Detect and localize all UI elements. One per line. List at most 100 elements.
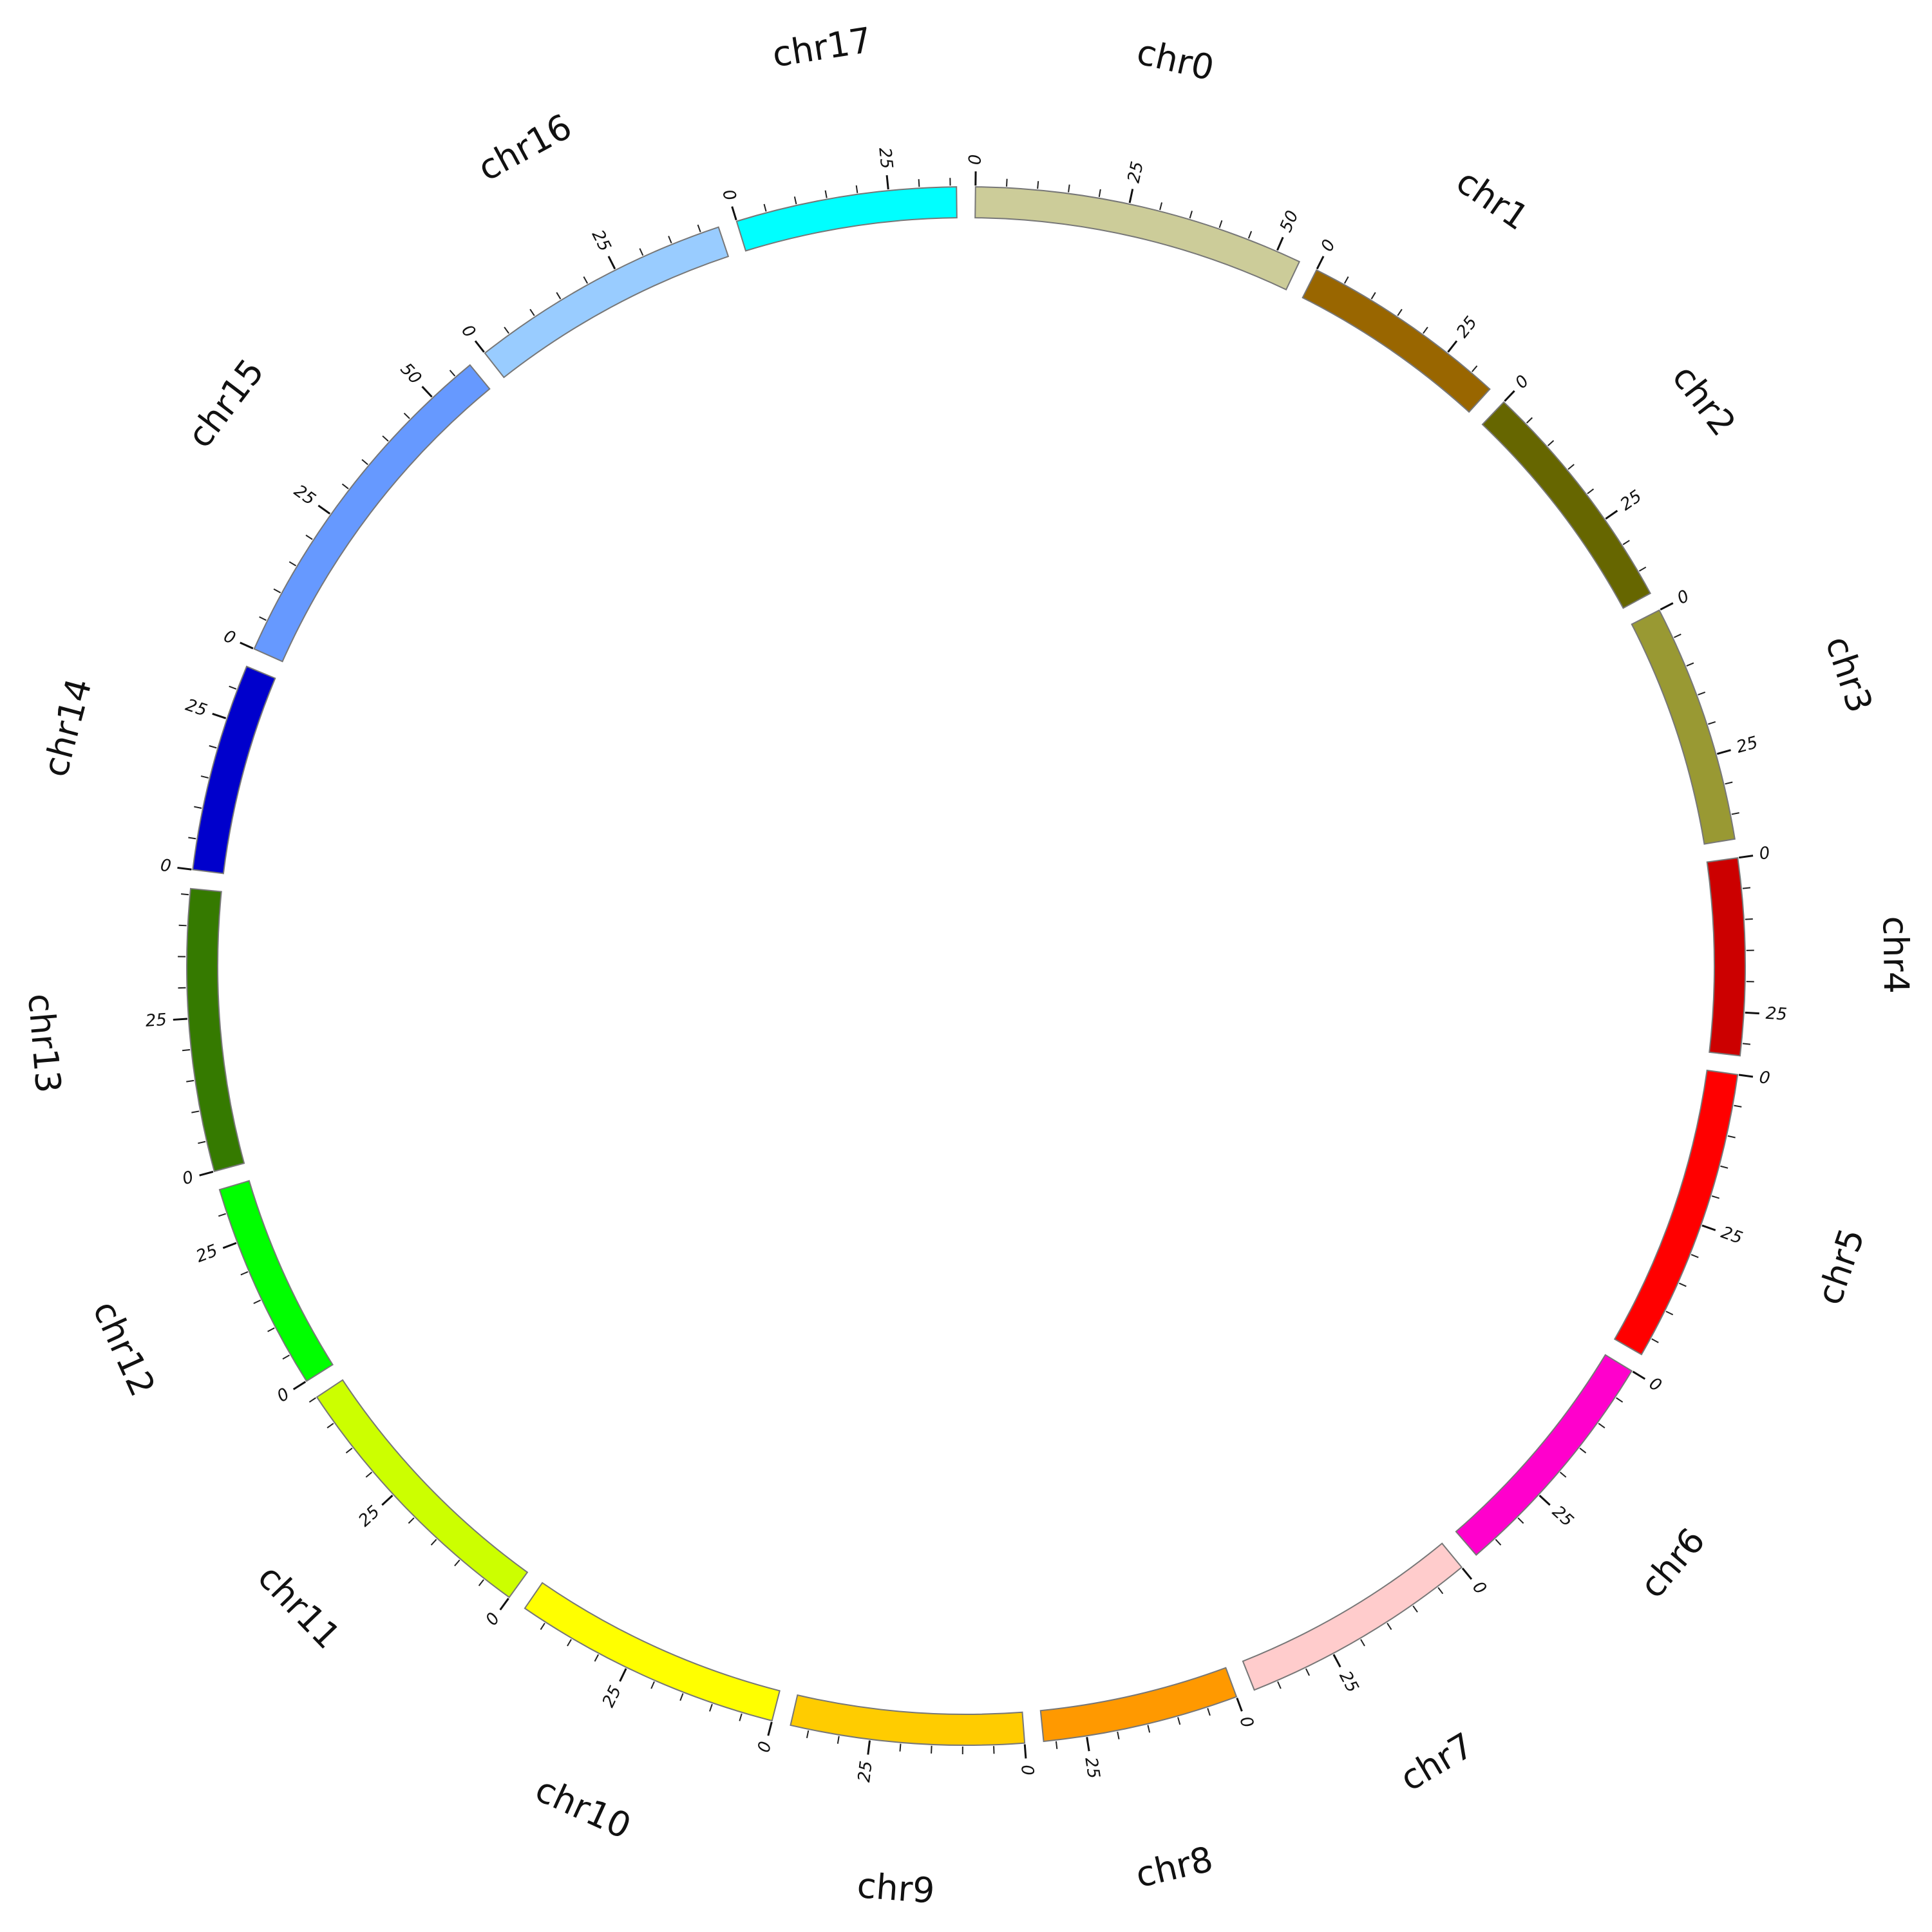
tick-label: 25: [194, 1241, 221, 1267]
minor-tick: [382, 435, 389, 442]
minor-tick: [259, 616, 267, 621]
minor-tick: [1616, 1397, 1624, 1403]
minor-tick: [1068, 184, 1070, 193]
minor-tick: [327, 1423, 334, 1429]
tick-label: 0: [1674, 587, 1692, 609]
tick-label: 25: [1453, 313, 1481, 342]
major-tick: [317, 504, 331, 515]
tick-label: 0: [1758, 1068, 1772, 1088]
major-tick: [1236, 1698, 1243, 1712]
tick-label: 25: [1617, 487, 1645, 515]
major-tick: [1745, 1011, 1759, 1015]
tick-label: 0: [1235, 1714, 1257, 1730]
major-tick: [1739, 855, 1754, 859]
chromosome-label: chr8: [1132, 1839, 1217, 1896]
minor-tick: [430, 1539, 437, 1546]
minor-tick: [594, 1654, 600, 1662]
chromosome: [735, 186, 958, 252]
minor-tick: [403, 412, 410, 419]
minor-tick: [1711, 1195, 1719, 1199]
minor-tick: [408, 1517, 415, 1524]
major-tick: [1086, 1737, 1090, 1752]
chromosome-label: chr17: [770, 19, 875, 75]
tick-label: 50: [1276, 208, 1303, 235]
minor-tick: [855, 185, 858, 193]
major-tick: [421, 386, 433, 398]
chromosome: [524, 1582, 781, 1722]
tick-label: 25: [875, 147, 896, 170]
minor-tick: [1745, 918, 1753, 920]
minor-tick: [449, 370, 456, 377]
minor-tick: [1727, 1135, 1736, 1139]
minor-tick: [178, 924, 187, 927]
tick-label: 0: [1511, 372, 1533, 393]
tick-label: 25: [855, 1760, 876, 1784]
minor-tick: [567, 1639, 572, 1647]
tick-label: 0: [180, 1168, 196, 1189]
tick-label: 0: [457, 321, 479, 342]
chromosome: [974, 186, 1301, 291]
tick-label: 25: [1081, 1756, 1103, 1780]
minor-tick: [1343, 276, 1349, 284]
major-tick: [1504, 390, 1515, 402]
minor-tick: [1495, 1539, 1502, 1546]
tick-label: 25: [355, 1502, 384, 1530]
minor-tick: [1526, 417, 1533, 424]
minor-tick: [1567, 464, 1575, 470]
minor-tick: [1387, 1622, 1392, 1631]
minor-tick: [806, 1730, 810, 1738]
minor-tick: [253, 1299, 261, 1304]
minor-tick: [194, 806, 202, 809]
major-tick: [222, 1242, 237, 1249]
chromosome: [1302, 269, 1491, 413]
minor-tick: [209, 745, 217, 749]
tick-label: 0: [482, 1609, 504, 1629]
chromosome: [1613, 1069, 1739, 1356]
minor-tick: [1690, 1254, 1699, 1258]
minor-tick: [1055, 1741, 1058, 1749]
minor-tick: [1720, 1165, 1728, 1169]
minor-tick: [1638, 566, 1647, 572]
minor-tick: [1360, 1639, 1365, 1647]
tick-label: 0: [1017, 1764, 1037, 1776]
minor-tick: [240, 1271, 249, 1276]
chromosome-label: chr6: [1632, 1520, 1713, 1606]
minor-tick: [181, 893, 189, 896]
chromosome-label: chr4: [1875, 916, 1917, 994]
major-tick: [1716, 749, 1731, 755]
minor-tick: [229, 685, 237, 690]
major-tick: [1316, 256, 1325, 270]
minor-tick: [793, 196, 797, 205]
major-tick: [199, 1170, 214, 1177]
minor-tick: [1686, 662, 1694, 667]
minor-tick: [1247, 231, 1253, 239]
major-tick: [867, 1740, 871, 1755]
minor-tick: [1547, 440, 1555, 446]
chromosome-label: chr10: [529, 1769, 637, 1847]
minor-tick: [837, 1736, 840, 1744]
chromosome-label: chr11: [250, 1557, 348, 1656]
minor-tick: [1725, 781, 1733, 785]
major-tick: [607, 256, 616, 270]
tick-label: 0: [1318, 236, 1340, 254]
minor-tick: [529, 308, 535, 316]
major-tick: [731, 206, 737, 221]
major-tick: [474, 340, 485, 353]
chromosome-label: chr5: [1809, 1223, 1873, 1309]
major-tick: [240, 641, 254, 650]
chromosome-label: chr16: [471, 106, 578, 189]
tick-label: 25: [599, 1683, 625, 1710]
minor-tick: [1159, 202, 1163, 211]
minor-tick: [1673, 633, 1681, 638]
minor-tick: [1277, 1681, 1282, 1689]
chromosome-label: chr2: [1664, 357, 1743, 444]
tick-label: 25: [1718, 1223, 1745, 1248]
minor-tick: [824, 190, 828, 198]
major-tick: [499, 1598, 509, 1611]
major-tick: [292, 1381, 307, 1390]
minor-tick: [1147, 1725, 1151, 1733]
major-tick: [177, 866, 192, 871]
chromosome: [218, 1180, 334, 1382]
minor-tick: [918, 179, 920, 187]
minor-tick: [1117, 1731, 1120, 1739]
